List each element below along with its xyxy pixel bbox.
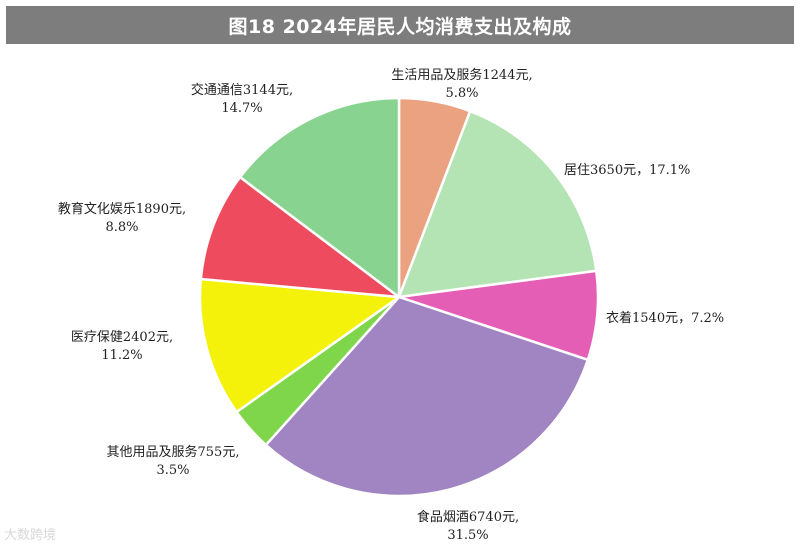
slice-label-6: 医疗保健2402元, 11.2%	[71, 330, 173, 363]
slice-label-8: 交通通信3144元, 14.7%	[191, 82, 293, 116]
pie-slice-4	[264, 295, 590, 498]
chart-title: 图18 2024年居民人均消费支出及构成	[228, 15, 572, 38]
watermark-text: 大数跨境	[4, 528, 57, 543]
pie-slice-8	[238, 96, 401, 299]
slice-label-1: 生活用品及服务1244元, 5.8%	[391, 67, 532, 101]
pie-slice-2	[397, 109, 598, 299]
slice-label-2: 居住3650元，17.1%	[564, 163, 690, 178]
pie-slice-7	[199, 175, 401, 299]
slice-label-7: 教育文化娱乐1890元, 8.8%	[58, 201, 186, 235]
slice-label-3: 衣着1540元，7.2%	[606, 310, 724, 326]
pie-slice-6	[198, 277, 401, 414]
slice-label-5: 其他用品及服务755元, 3.5%	[107, 444, 240, 478]
chart-title-bar: 图18 2024年居民人均消费支出及构成	[6, 6, 794, 44]
slice-label-4: 食品烟酒6740元, 31.5%	[417, 509, 519, 543]
